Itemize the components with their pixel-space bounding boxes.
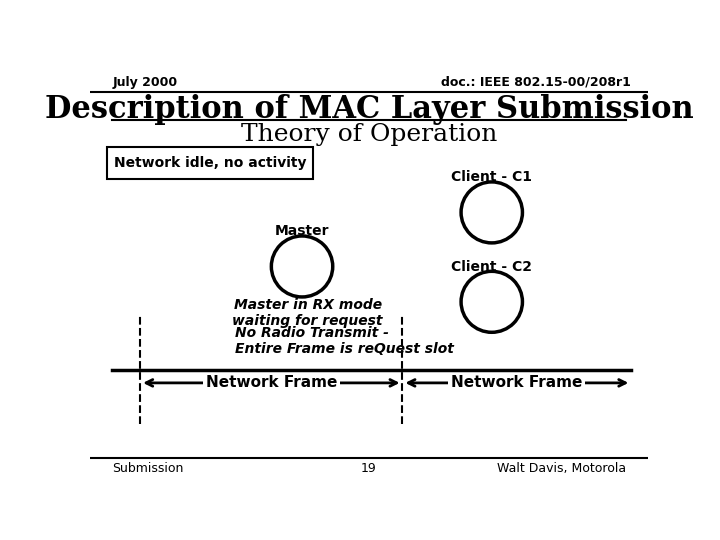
Text: July 2000: July 2000 <box>112 76 177 89</box>
Text: Network idle, no activity: Network idle, no activity <box>114 156 306 170</box>
Text: Submission: Submission <box>112 462 184 475</box>
Text: Client - C2: Client - C2 <box>451 260 532 274</box>
Text: Walt Davis, Motorola: Walt Davis, Motorola <box>497 462 626 475</box>
Text: Master in RX mode
waiting for request: Master in RX mode waiting for request <box>233 298 383 328</box>
Text: No Radio Transmit -
Entire Frame is reQuest slot: No Radio Transmit - Entire Frame is reQu… <box>235 326 454 356</box>
Text: Network Frame: Network Frame <box>206 375 337 390</box>
Text: Description of MAC Layer Submission: Description of MAC Layer Submission <box>45 94 693 125</box>
Text: doc.: IEEE 802.15-00/208r1: doc.: IEEE 802.15-00/208r1 <box>441 76 631 89</box>
Text: 19: 19 <box>361 462 377 475</box>
Ellipse shape <box>271 236 333 297</box>
Text: Theory of Operation: Theory of Operation <box>240 123 498 146</box>
Ellipse shape <box>461 182 523 243</box>
Text: Master: Master <box>275 224 329 238</box>
FancyBboxPatch shape <box>107 147 313 179</box>
Ellipse shape <box>461 271 523 332</box>
Text: Client - C1: Client - C1 <box>451 170 532 184</box>
Text: Network Frame: Network Frame <box>451 375 582 390</box>
